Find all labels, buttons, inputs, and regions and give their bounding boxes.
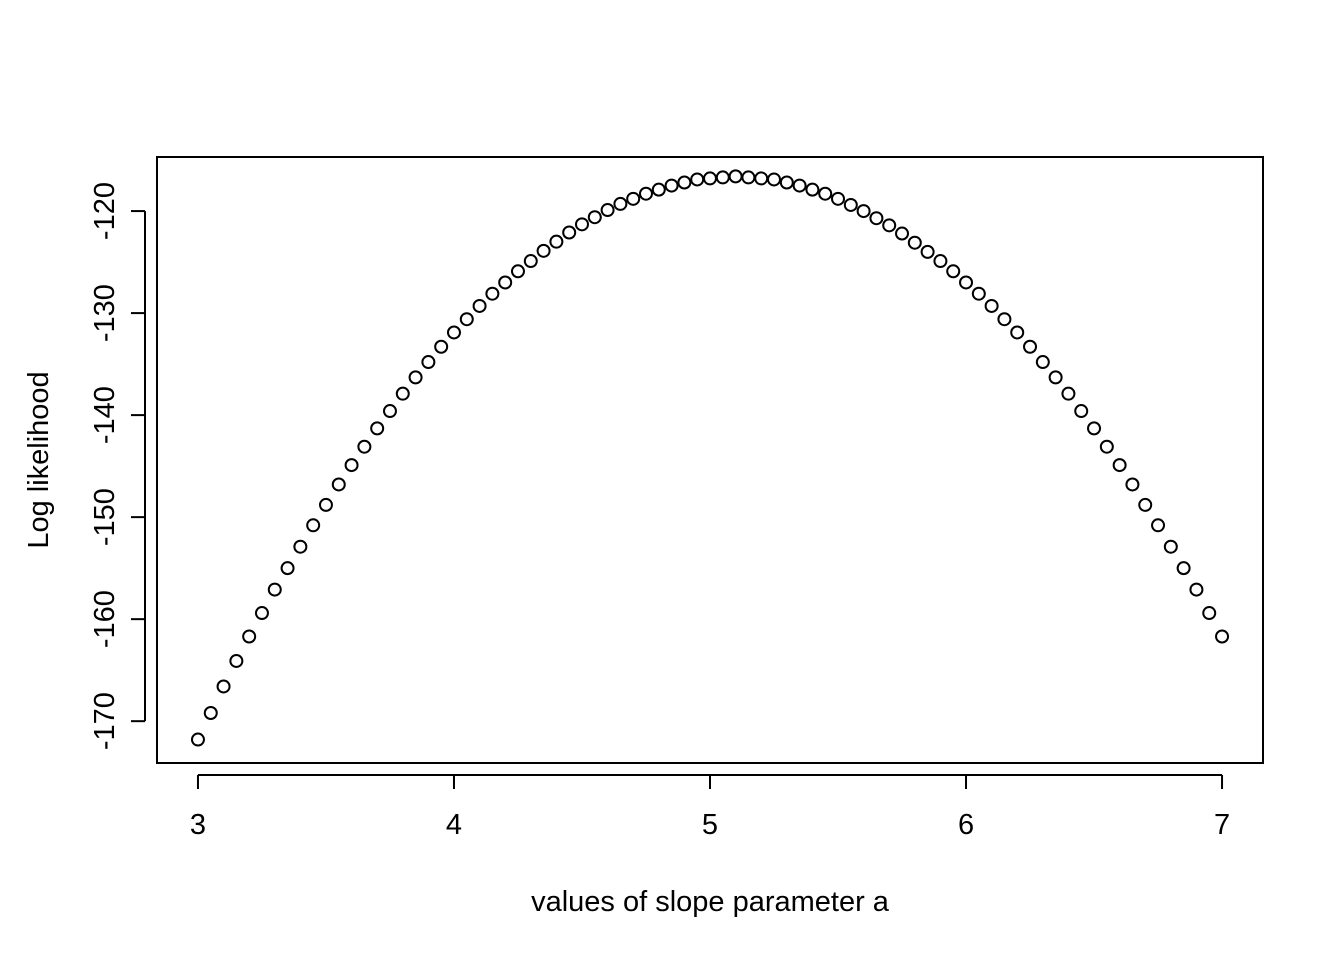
data-point bbox=[715, 170, 730, 185]
data-point bbox=[613, 196, 628, 211]
x-tick-label: 4 bbox=[446, 809, 462, 841]
data-point bbox=[651, 182, 666, 197]
data-point bbox=[395, 386, 410, 401]
data-point bbox=[1048, 370, 1063, 385]
data-point bbox=[1074, 404, 1089, 419]
data-point bbox=[1010, 325, 1025, 340]
data-point bbox=[728, 169, 743, 184]
data-point bbox=[229, 653, 244, 668]
data-point bbox=[357, 439, 372, 454]
data-point bbox=[1035, 355, 1050, 370]
data-point bbox=[510, 264, 525, 279]
data-point bbox=[754, 171, 769, 186]
data-point bbox=[1125, 477, 1140, 492]
x-tick-label: 3 bbox=[190, 809, 206, 841]
data-point bbox=[895, 226, 910, 241]
data-point bbox=[421, 355, 436, 370]
data-point bbox=[818, 186, 833, 201]
y-tick-label: -120 bbox=[89, 182, 121, 240]
data-point bbox=[370, 421, 385, 436]
data-point bbox=[1163, 539, 1178, 554]
data-point bbox=[690, 172, 705, 187]
plot-frame bbox=[156, 156, 1264, 764]
data-point bbox=[485, 286, 500, 301]
x-tick-label: 6 bbox=[958, 809, 974, 841]
data-point bbox=[959, 275, 974, 290]
data-point bbox=[536, 243, 551, 258]
data-point bbox=[1151, 518, 1166, 533]
data-point bbox=[626, 191, 641, 206]
data-point bbox=[1176, 561, 1191, 576]
y-tick-label: -170 bbox=[89, 692, 121, 750]
data-point bbox=[997, 312, 1012, 327]
data-point bbox=[638, 186, 653, 201]
data-point bbox=[831, 191, 846, 206]
data-point bbox=[1215, 629, 1230, 644]
data-point bbox=[190, 732, 205, 747]
data-point bbox=[446, 325, 461, 340]
y-tick-label: -160 bbox=[89, 590, 121, 648]
data-point bbox=[920, 244, 935, 259]
data-point bbox=[779, 175, 794, 190]
data-point bbox=[856, 204, 871, 219]
data-point bbox=[293, 539, 308, 554]
data-point bbox=[664, 178, 679, 193]
y-tick-label: -140 bbox=[89, 386, 121, 444]
data-point bbox=[344, 458, 359, 473]
y-axis: -170 -160 -150 -140 -130 -120 bbox=[89, 182, 146, 750]
data-point bbox=[216, 679, 231, 694]
data-point bbox=[677, 175, 692, 190]
data-point bbox=[805, 182, 820, 197]
data-point bbox=[1087, 421, 1102, 436]
data-point bbox=[267, 582, 282, 597]
y-tick-label: -150 bbox=[89, 488, 121, 546]
data-point bbox=[792, 178, 807, 193]
data-point bbox=[971, 286, 986, 301]
data-point bbox=[498, 275, 513, 290]
data-point bbox=[280, 561, 295, 576]
data-point bbox=[331, 477, 346, 492]
data-point bbox=[1061, 386, 1076, 401]
data-point bbox=[434, 339, 449, 354]
data-point bbox=[1112, 458, 1127, 473]
data-point bbox=[242, 629, 257, 644]
data-point bbox=[382, 404, 397, 419]
data-point bbox=[254, 606, 269, 621]
x-axis: 3 4 5 6 7 bbox=[190, 774, 1230, 841]
data-point bbox=[523, 254, 538, 269]
x-tick-label: 5 bbox=[702, 809, 718, 841]
data-point bbox=[1202, 606, 1217, 621]
data-point bbox=[459, 312, 474, 327]
data-point bbox=[946, 264, 961, 279]
data-point bbox=[562, 225, 577, 240]
data-point bbox=[907, 235, 922, 250]
data-point bbox=[882, 218, 897, 233]
data-point bbox=[1023, 339, 1038, 354]
data-point bbox=[203, 706, 218, 721]
data-point bbox=[472, 298, 487, 313]
data-point bbox=[318, 497, 333, 512]
data-point bbox=[933, 254, 948, 269]
data-point bbox=[1138, 497, 1153, 512]
data-point bbox=[843, 197, 858, 212]
data-point bbox=[408, 370, 423, 385]
data-point bbox=[306, 518, 321, 533]
data-point bbox=[587, 210, 602, 225]
y-tick-label: -130 bbox=[89, 284, 121, 342]
x-tick-label: 7 bbox=[1214, 809, 1230, 841]
data-point bbox=[703, 171, 717, 186]
data-point bbox=[549, 234, 564, 249]
data-point bbox=[574, 217, 589, 232]
data-point bbox=[984, 298, 999, 313]
data-points bbox=[190, 169, 1230, 747]
data-point bbox=[600, 203, 615, 218]
data-point bbox=[869, 211, 884, 226]
data-point bbox=[741, 170, 756, 185]
y-axis-title: Log likelihood bbox=[23, 371, 55, 548]
data-point bbox=[1189, 582, 1204, 597]
data-point bbox=[1099, 439, 1114, 454]
data-point bbox=[767, 172, 782, 187]
x-axis-title: values of slope parameter a bbox=[531, 886, 890, 918]
